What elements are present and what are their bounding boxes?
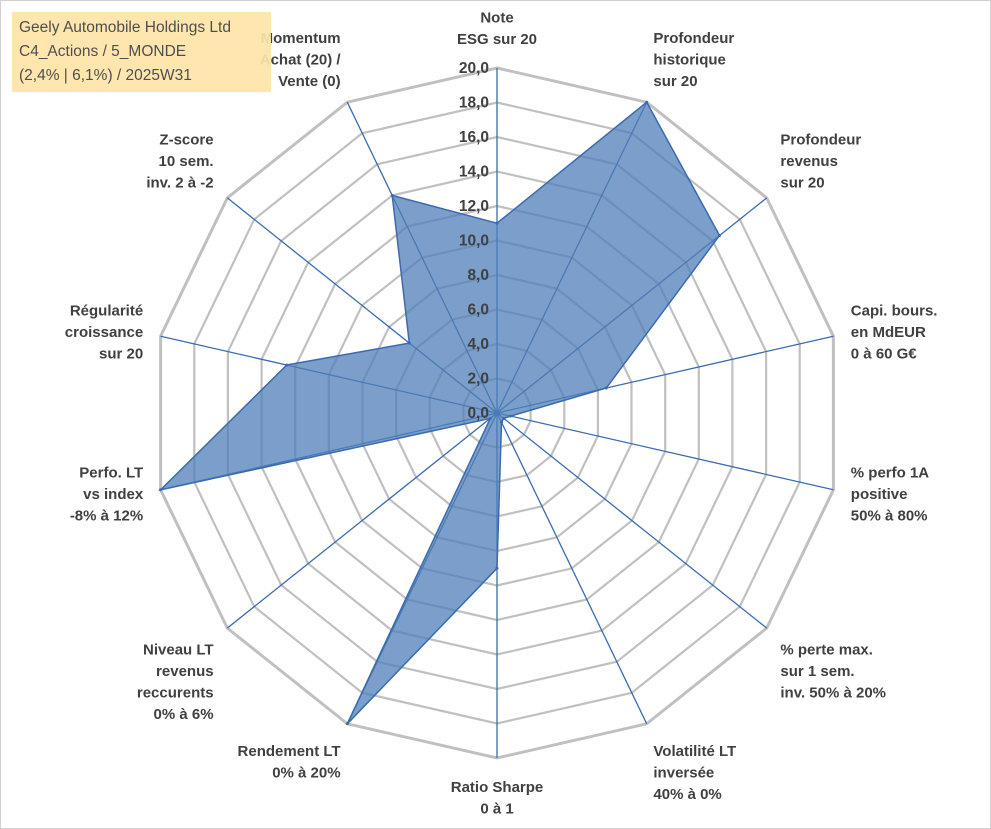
axis-label: Momentum Achat (20) / Vente (0) — [260, 30, 342, 90]
axis-label: Capi. bours. en MdEUR 0 à 60 G€ — [851, 302, 938, 362]
tick-label: 18,0 — [459, 95, 489, 112]
series-area — [158, 101, 721, 725]
axis-label: % perte max. sur 1 sem. inv. 50% à 20% — [780, 642, 886, 702]
axis-label: Régularité croissance sur 20 — [65, 302, 143, 362]
axis-label: Profondeur historique sur 20 — [653, 30, 734, 90]
axis-spoke — [226, 412, 498, 629]
axis-spoke — [496, 412, 834, 491]
title-line-3: (2,4% | 6,1%) / 2025W31 — [19, 67, 192, 84]
axis-spoke — [496, 412, 768, 629]
tick-label-layer: 0,0 2,0 4,0 6,0 8,0 10,0 12,0 14,0 16,0 18,0 20,0 — [459, 60, 489, 422]
data-point — [285, 363, 289, 367]
tick-label: 12,0 — [459, 198, 489, 215]
tick-label: 6,0 — [467, 302, 489, 319]
axis-spoke — [496, 412, 648, 725]
data-point — [495, 221, 499, 225]
tick-label: 2,0 — [467, 371, 489, 388]
data-point — [604, 386, 608, 390]
data-point — [718, 234, 721, 237]
data-point — [500, 420, 503, 424]
tick-label: 8,0 — [467, 267, 489, 284]
data-point — [390, 193, 394, 197]
tick-label: 4,0 — [467, 336, 489, 353]
axis-label: Note ESG sur 20 — [457, 10, 537, 49]
tick-label: 16,0 — [459, 129, 489, 146]
data-point — [645, 100, 649, 104]
data-point — [509, 414, 512, 418]
title-line-1: Geely Automobile Holdings Ltd — [19, 19, 231, 36]
axis-label: Rendement LT 0% à 20% — [238, 743, 341, 782]
axis-label: Volatilité LT inversée 40% à 0% — [653, 743, 736, 803]
axis-label: Perfo. LT vs index -8% à 12% — [70, 465, 144, 525]
tick-label: 14,0 — [459, 164, 489, 181]
data-point — [488, 416, 492, 420]
axis-label: % perfo 1A positive 50% à 80% — [851, 465, 930, 525]
data-point — [495, 566, 499, 570]
data-point — [159, 488, 163, 492]
tick-label: 0,0 — [467, 405, 489, 422]
series-layer — [158, 100, 721, 726]
axis-label: Z-score 10 sem. inv. 2 à -2 — [146, 131, 213, 191]
tick-label: 10,0 — [459, 233, 489, 250]
axis-label: Niveau LT revenus reccurents 0% à 6% — [137, 642, 214, 724]
title-line-2: C4_Actions / 5_MONDE — [19, 43, 187, 60]
data-point — [345, 722, 349, 726]
axis-label-layer: Note ESG sur 20 Profondeur historique sur 20… — [65, 10, 938, 818]
data-point — [407, 341, 411, 345]
title-box: Geely Automobile Holdings Ltd C4_Actions… — [12, 12, 271, 92]
axis-label: Ratio Sharpe 0 à 1 — [451, 779, 544, 818]
data-point — [502, 416, 506, 420]
tick-label: 20,0 — [459, 60, 489, 77]
axis-label: Profondeur revenus sur 20 — [780, 131, 861, 191]
